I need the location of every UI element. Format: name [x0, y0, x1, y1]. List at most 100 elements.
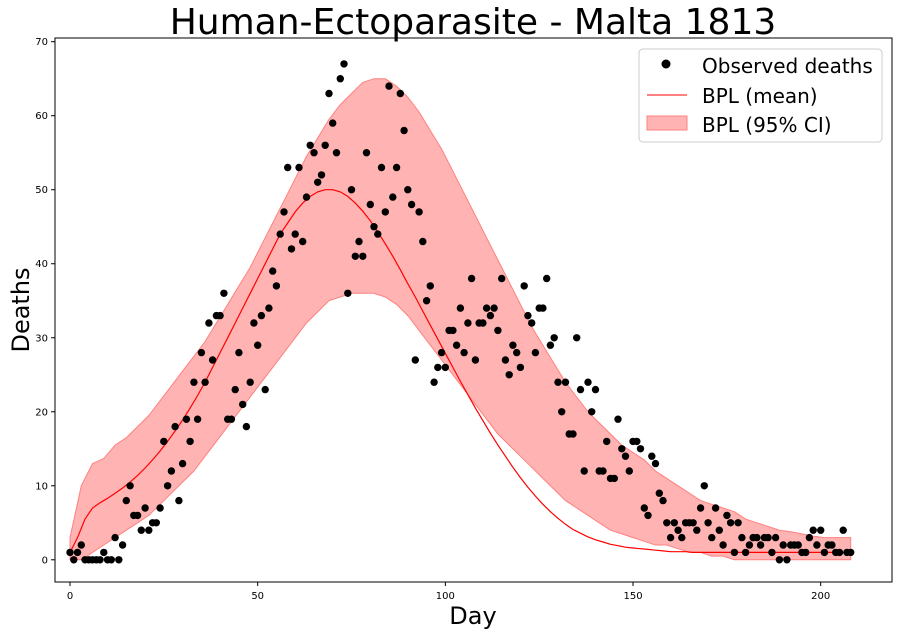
observed-point — [835, 548, 844, 557]
observed-point — [201, 378, 209, 386]
observed-point — [235, 348, 243, 357]
observed-point — [156, 504, 164, 512]
observed-point — [783, 556, 791, 564]
observed-point — [764, 533, 772, 542]
observed-point — [261, 385, 269, 394]
observed-point — [817, 526, 825, 534]
observed-point — [126, 482, 134, 490]
observed-point — [426, 282, 434, 290]
observed-point — [700, 482, 708, 490]
observed-point — [366, 200, 374, 209]
legend: Observed deaths BPL (mean) BPL (95% CI) — [638, 48, 883, 143]
observed-point — [820, 548, 829, 557]
confidence-band — [69, 78, 852, 561]
observed-point — [467, 274, 476, 283]
y-tick-label: 20 — [35, 407, 48, 418]
observed-point — [415, 208, 423, 216]
observed-point — [141, 504, 149, 512]
x-tick-label: 100 — [436, 591, 455, 602]
observed-point — [745, 541, 754, 549]
observed-point — [486, 311, 495, 320]
observed-point — [317, 171, 326, 179]
observed-point — [528, 319, 536, 327]
observed-point — [385, 82, 393, 90]
observed-point — [505, 371, 513, 379]
observed-point — [640, 504, 648, 512]
observed-point — [546, 341, 555, 349]
observed-point — [621, 452, 630, 460]
observed-point — [501, 356, 510, 364]
observed-point — [531, 348, 540, 357]
observed-point — [265, 304, 273, 312]
observed-point — [340, 60, 348, 68]
observed-point — [231, 385, 239, 394]
y-ticks: 0 10 20 30 40 50 60 70 — [35, 37, 55, 566]
y-tick-label: 40 — [35, 259, 48, 270]
observed-point — [100, 548, 108, 557]
observed-point — [460, 348, 468, 357]
observed-point — [775, 556, 784, 564]
observed-point — [663, 519, 671, 527]
observed-point — [182, 415, 191, 423]
observed-point — [610, 474, 618, 483]
observed-point — [633, 437, 641, 446]
observed-point — [513, 348, 521, 357]
observed-point — [347, 186, 356, 194]
observed-point — [693, 526, 701, 534]
observed-point — [490, 304, 498, 312]
observed-point — [723, 511, 731, 520]
observed-point — [111, 533, 119, 542]
legend-label-mean: BPL (mean) — [702, 84, 818, 108]
observed-point — [325, 89, 333, 98]
observed-point — [246, 378, 254, 386]
y-tick-label: 70 — [35, 37, 48, 48]
observed-point — [291, 230, 299, 238]
observed-point — [205, 319, 213, 327]
observed-point — [193, 415, 202, 423]
observed-point — [543, 274, 551, 283]
observed-point — [163, 482, 172, 490]
observed-point — [651, 459, 660, 468]
observed-point — [344, 289, 352, 297]
plot-frame — [54, 37, 893, 583]
observed-point — [321, 141, 329, 149]
observed-point — [362, 149, 371, 157]
legend-box — [638, 48, 883, 143]
observed-point — [516, 363, 525, 372]
observed-point — [284, 163, 292, 172]
observed-point — [374, 230, 382, 238]
observed-point — [524, 311, 532, 320]
observed-point — [696, 504, 705, 512]
observed-point — [449, 326, 457, 335]
observed-points — [66, 60, 855, 564]
observed-point — [332, 149, 341, 157]
observed-point — [381, 208, 389, 216]
observed-point — [678, 533, 686, 542]
observed-point — [269, 267, 277, 275]
legend-label-observed: Observed deaths — [702, 54, 873, 78]
observed-point — [576, 385, 585, 394]
observed-point — [550, 334, 558, 342]
observed-point — [190, 378, 198, 386]
observed-point — [734, 519, 742, 527]
observed-point — [561, 378, 570, 386]
observed-point — [753, 533, 761, 542]
observed-point — [254, 341, 262, 349]
observed-point — [171, 422, 179, 431]
observed-point — [107, 556, 116, 564]
ci-band-area — [69, 78, 852, 561]
observed-point — [122, 496, 130, 505]
observed-point — [167, 467, 176, 475]
observed-point — [452, 341, 461, 349]
observed-point — [666, 533, 675, 542]
observed-point — [738, 533, 746, 542]
observed-point — [441, 363, 449, 372]
observed-point — [355, 237, 363, 246]
observed-point — [411, 356, 419, 364]
legend-dot-icon — [661, 59, 671, 69]
y-tick-label: 50 — [35, 185, 48, 196]
observed-point — [437, 348, 446, 357]
observed-point — [569, 430, 577, 438]
observed-point — [392, 163, 401, 172]
x-axis-label: Day — [449, 602, 496, 630]
